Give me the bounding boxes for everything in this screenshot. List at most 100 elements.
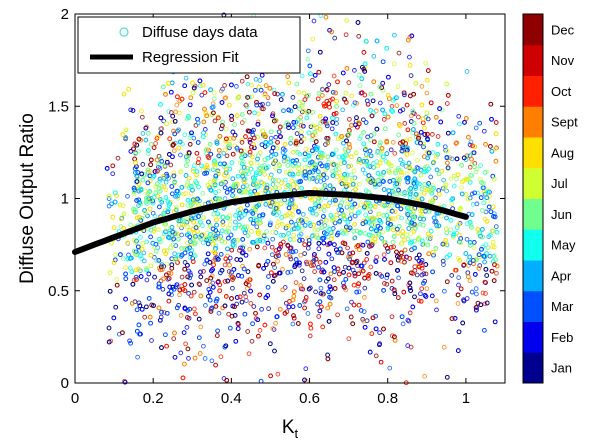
- scatter-point: [318, 219, 324, 225]
- scatter-point: [392, 151, 398, 156]
- scatter-point: [223, 229, 229, 235]
- scatter-point: [139, 171, 145, 177]
- scatter-point: [268, 220, 273, 226]
- scatter-point: [382, 281, 387, 286]
- scatter-point: [188, 293, 194, 299]
- scatter-point: [418, 172, 424, 178]
- scatter-point: [282, 285, 288, 290]
- scatter-point: [317, 260, 323, 265]
- scatter-point: [221, 164, 227, 169]
- scatter-point: [473, 169, 479, 175]
- scatter-point: [128, 107, 134, 113]
- scatter-point: [205, 236, 211, 242]
- scatter-point: [148, 141, 154, 147]
- scatter-point: [210, 241, 216, 247]
- scatter-point: [239, 78, 245, 84]
- scatter-point: [129, 269, 135, 275]
- scatter-point: [183, 75, 189, 81]
- scatter-point: [237, 248, 242, 253]
- scatter-point: [364, 257, 370, 262]
- scatter-point: [136, 248, 142, 254]
- scatter-point: [423, 271, 429, 277]
- scatter-point: [384, 213, 390, 218]
- scatter-point: [485, 189, 491, 195]
- scatter-point: [377, 160, 383, 166]
- scatter-point: [421, 144, 426, 150]
- scatter-point: [277, 306, 283, 312]
- scatter-point: [205, 182, 211, 188]
- scatter-point: [262, 232, 267, 238]
- scatter-point: [114, 276, 120, 282]
- scatter-point: [392, 169, 398, 174]
- scatter-point: [336, 166, 341, 172]
- scatter-point: [297, 100, 302, 105]
- scatter-point: [334, 174, 340, 180]
- scatter-point: [320, 324, 326, 330]
- scatter-point: [321, 101, 327, 107]
- scatter-point: [157, 236, 162, 242]
- scatter-point: [384, 275, 390, 281]
- scatter-point: [175, 260, 180, 265]
- scatter-point: [123, 265, 128, 270]
- scatter-point: [404, 102, 410, 108]
- scatter-point: [255, 119, 261, 125]
- scatter-point: [239, 140, 245, 145]
- scatter-point: [391, 244, 396, 250]
- scatter-point: [222, 95, 228, 101]
- scatter-point: [299, 129, 304, 135]
- scatter-point: [394, 191, 400, 197]
- scatter-point: [270, 236, 276, 242]
- scatter-point: [315, 301, 320, 307]
- scatter-point: [439, 213, 444, 219]
- scatter-point: [110, 214, 116, 220]
- scatter-point: [310, 77, 315, 83]
- scatter-point: [348, 208, 354, 214]
- scatter-point: [298, 252, 304, 258]
- scatter-point: [387, 365, 393, 371]
- scatter-point: [422, 373, 427, 379]
- scatter-point: [341, 96, 347, 101]
- scatter-point: [408, 73, 414, 78]
- scatter-point: [319, 163, 325, 169]
- scatter-point: [212, 118, 218, 124]
- scatter-point: [324, 87, 330, 93]
- scatter-point: [358, 134, 364, 139]
- scatter-point: [294, 81, 300, 87]
- scatter-point: [344, 153, 350, 158]
- scatter-point: [356, 33, 362, 39]
- scatter-point: [280, 150, 286, 155]
- scatter-point: [431, 252, 436, 258]
- scatter-point: [389, 286, 395, 291]
- scatter-point: [396, 275, 401, 281]
- scatter-point: [179, 232, 184, 238]
- scatter-point: [170, 191, 175, 197]
- scatter-point: [159, 262, 165, 268]
- scatter-point: [239, 138, 245, 143]
- scatter-point: [439, 168, 445, 174]
- scatter-point: [301, 276, 307, 281]
- scatter-point: [273, 134, 279, 140]
- scatter-point: [254, 182, 259, 187]
- scatter-point: [494, 270, 499, 276]
- scatter-point: [347, 145, 353, 150]
- scatter-point: [311, 258, 317, 263]
- scatter-point: [484, 300, 490, 306]
- scatter-point: [484, 273, 490, 278]
- scatter-point: [161, 118, 167, 124]
- scatter-point: [388, 147, 394, 153]
- scatter-point: [295, 226, 301, 231]
- scatter-point: [200, 82, 206, 88]
- scatter-point: [485, 245, 491, 251]
- scatter-point: [469, 191, 475, 197]
- scatter-point: [315, 227, 321, 233]
- scatter-point: [470, 143, 475, 149]
- scatter-point: [255, 184, 260, 190]
- scatter-point: [447, 252, 453, 258]
- scatter-point: [113, 252, 118, 258]
- scatter-point: [325, 154, 331, 160]
- scatter-point: [487, 194, 492, 199]
- scatter-point: [451, 173, 457, 179]
- scatter-point: [367, 148, 373, 154]
- scatter-point: [441, 344, 447, 350]
- scatter-point: [251, 304, 257, 309]
